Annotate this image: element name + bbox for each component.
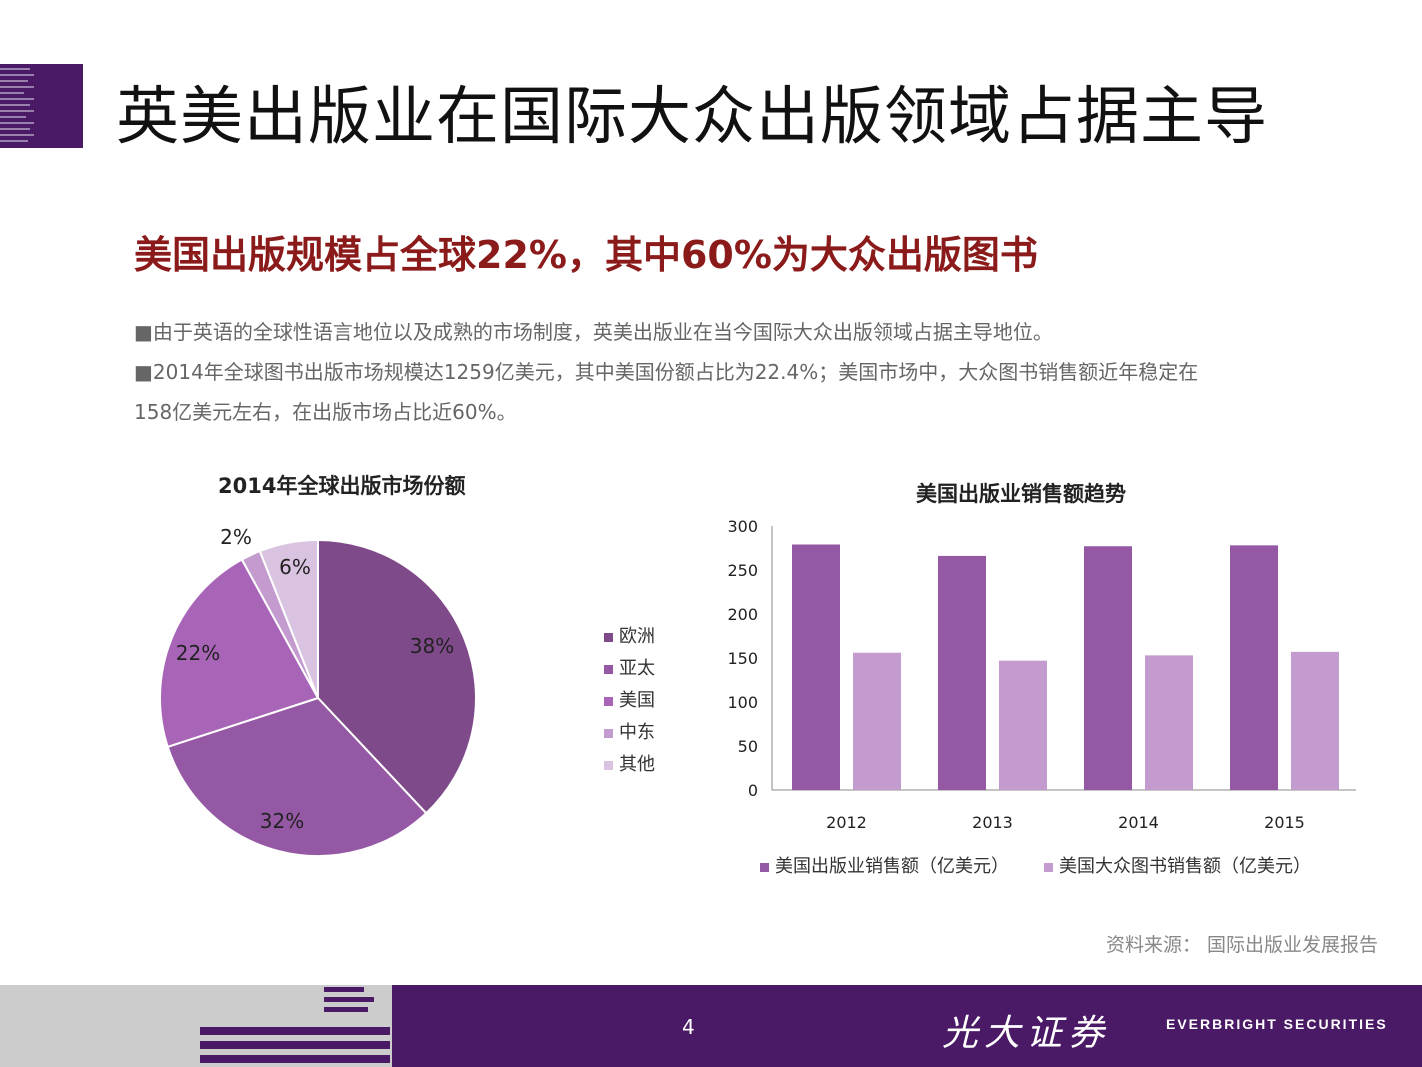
slide-subtitle: 美国出版规模占全球22%，其中60%为大众出版图书 xyxy=(134,233,1038,277)
legend-label: 其他 xyxy=(619,754,655,775)
legend-swatch xyxy=(604,632,613,642)
pie-slice-0 xyxy=(317,538,477,815)
y-tick-label: 100 xyxy=(727,693,758,712)
pie-legend-item: 中东 xyxy=(604,718,655,744)
x-tick-label: 2015 xyxy=(1264,813,1305,832)
pie-chart-title: 2014年全球出版市场份额 xyxy=(218,474,466,498)
y-tick-label: 150 xyxy=(727,649,758,668)
bullet-marker: ■ xyxy=(134,320,153,344)
bar-2012-series-0 xyxy=(792,544,840,790)
legend-swatch xyxy=(604,760,613,770)
bar-2014-series-0 xyxy=(1084,546,1132,790)
legend-swatch xyxy=(1044,862,1053,872)
x-tick-label: 2012 xyxy=(826,813,867,832)
pie-data-label: 2% xyxy=(220,525,252,549)
bar-2015-series-0 xyxy=(1230,545,1278,790)
legend-label: 美国大众图书销售额（亿美元） xyxy=(1059,856,1311,877)
legend-swatch xyxy=(604,664,613,674)
y-tick-label: 250 xyxy=(727,561,758,580)
bar-legend-item: 美国出版业销售额（亿美元） xyxy=(760,852,1009,878)
logo-mark xyxy=(0,64,83,148)
pie-legend-item: 亚太 xyxy=(604,654,655,680)
bar-legend-item: 美国大众图书销售额（亿美元） xyxy=(1044,852,1311,878)
slide-title: 英美出版业在国际大众出版领域占据主导 xyxy=(116,80,1268,153)
pie-legend-item: 欧洲 xyxy=(604,622,655,648)
bar-2014-series-1 xyxy=(1145,655,1193,790)
pie-legend: 欧洲亚太美国中东其他 xyxy=(604,622,724,782)
pie-slice-4 xyxy=(258,538,319,699)
bar-2013-series-1 xyxy=(999,660,1047,790)
pie-data-label: 38% xyxy=(410,634,454,658)
legend-swatch xyxy=(604,696,613,706)
pie-slice-2 xyxy=(159,558,320,749)
bar-2013-series-0 xyxy=(938,555,986,790)
y-tick-label: 0 xyxy=(748,781,758,800)
bar-legend: 美国出版业销售额（亿美元） 美国大众图书销售额（亿美元） xyxy=(760,852,1380,878)
pie-data-label: 32% xyxy=(260,809,304,833)
bar-2012-series-1 xyxy=(853,652,901,790)
bullet-line-1: ■由于英语的全球性语言地位以及成熟的市场制度，英美出版业在当今国际大众出版领域占… xyxy=(134,316,1053,345)
brand-name-cn: 光大证券 xyxy=(942,1013,1111,1054)
legend-swatch xyxy=(760,862,769,872)
pie-data-label: 6% xyxy=(279,555,311,579)
bar-chart: 0 50 100 150 200 250 300 2012 2013 2014 2015 xyxy=(727,517,1356,832)
footer-stripes xyxy=(200,987,390,1063)
bullet-line-3: 158亿美元左右，在出版市场占比近60%。 xyxy=(134,400,517,424)
pie-data-label: 22% xyxy=(176,641,220,665)
source-note: 资料来源： 国际出版业发展报告 xyxy=(1105,934,1378,956)
bar-2015-series-1 xyxy=(1291,651,1339,790)
bullet-line-2: ■2014年全球图书出版市场规模达1259亿美元，其中美国份额占比为22.4%；… xyxy=(134,356,1198,385)
brand-name-en: EVERBRIGHT SECURITIES xyxy=(1166,1016,1388,1032)
pie-legend-item: 美国 xyxy=(604,686,655,712)
page-number: 4 xyxy=(682,1015,695,1039)
bullet-marker: ■ xyxy=(134,360,153,384)
legend-label: 美国 xyxy=(619,690,655,711)
pie-legend-item: 其他 xyxy=(604,750,655,776)
y-tick-label: 50 xyxy=(738,737,758,756)
legend-label: 欧洲 xyxy=(619,626,655,647)
bullet-text-2: 2014年全球图书出版市场规模达1259亿美元，其中美国份额占比为22.4%；美… xyxy=(152,360,1199,384)
pie-slice-1 xyxy=(166,696,428,857)
logo-stripes xyxy=(0,68,34,142)
bullet-text-1: 由于英语的全球性语言地位以及成熟的市场制度，英美出版业在当今国际大众出版领域占据… xyxy=(152,320,1053,344)
legend-swatch xyxy=(604,728,613,738)
legend-label: 中东 xyxy=(619,722,655,743)
pie-chart: 38% 32% 22% 2% 6% xyxy=(159,525,477,857)
y-tick-label: 300 xyxy=(727,517,758,536)
x-tick-label: 2014 xyxy=(1118,813,1159,832)
legend-label: 亚太 xyxy=(619,658,655,679)
y-tick-label: 200 xyxy=(727,605,758,624)
x-tick-label: 2013 xyxy=(972,813,1013,832)
footer-purple-band xyxy=(392,985,1422,1067)
bar-chart-title: 美国出版业销售额趋势 xyxy=(916,482,1126,506)
legend-label: 美国出版业销售额（亿美元） xyxy=(775,856,1009,877)
